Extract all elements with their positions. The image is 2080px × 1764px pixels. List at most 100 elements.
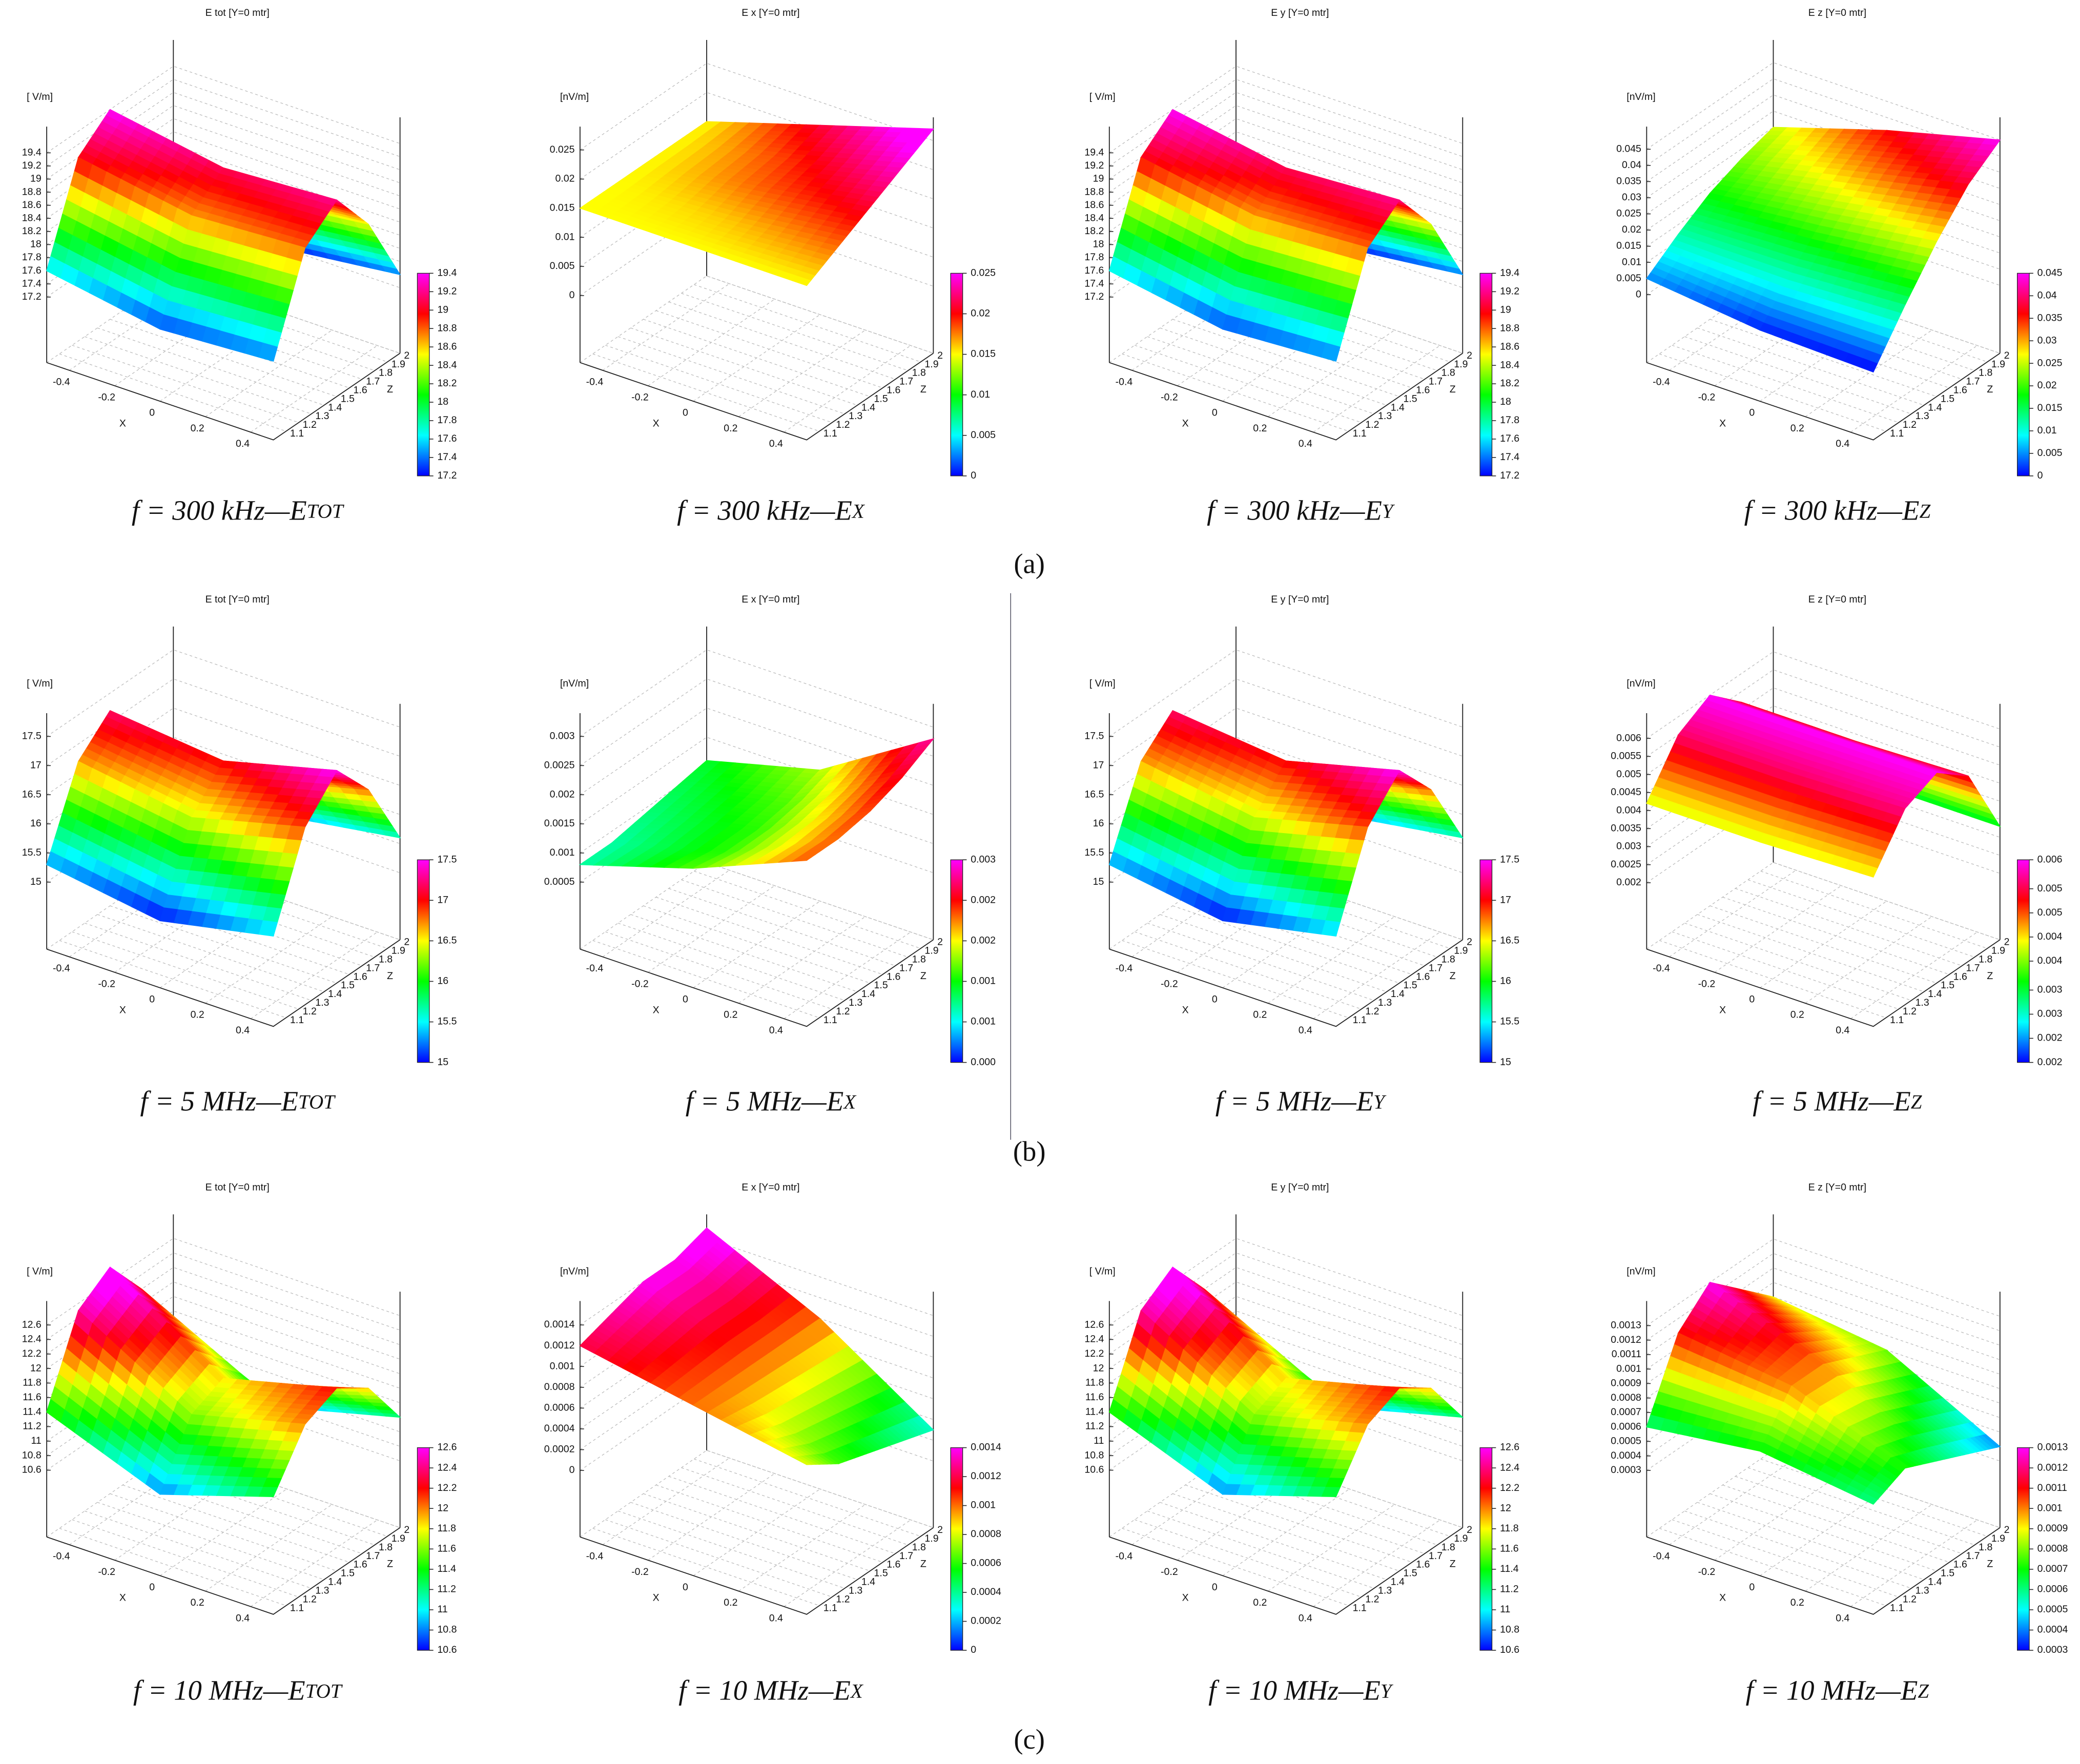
z-tick-label: 1.1 <box>290 1014 304 1026</box>
grid-line <box>1710 905 1937 984</box>
y-tick-label: 0.03 <box>1622 192 1641 203</box>
z-tick-label: 1.2 <box>1903 1006 1917 1017</box>
colorbar-tick-label: 18.8 <box>437 322 457 334</box>
z-tick-label: 1.7 <box>899 376 913 387</box>
y-tick-label: 0.0025 <box>544 759 575 771</box>
y-tick-label: 0.005 <box>1616 769 1641 780</box>
y-tick-label: 19.2 <box>1084 160 1104 171</box>
x-tick-label: 0.4 <box>769 438 783 449</box>
colorbar-tick-label: 0.006 <box>2037 854 2063 865</box>
colorbar-tick-label: 19.2 <box>437 285 457 297</box>
x-tick-label: -0.2 <box>98 392 115 403</box>
colorbar-tick-label: 19 <box>1500 304 1511 315</box>
colorbar-tick-label: 0 <box>2037 470 2043 481</box>
y-tick-label: 0.015 <box>1616 240 1641 252</box>
y-tick-label: 17.5 <box>22 731 42 742</box>
chart-title: E tot [Y=0 mtr] <box>205 7 270 18</box>
y-tick-label: 18.4 <box>22 212 42 223</box>
grid-line <box>706 275 934 354</box>
colorbar-tick-label: 0.015 <box>2037 402 2063 413</box>
y-tick-label: 0.0035 <box>1611 822 1641 834</box>
grid-line <box>46 649 400 737</box>
z-tick-label: 1.8 <box>1979 367 1992 379</box>
z-tick-label: 1.8 <box>912 367 926 379</box>
colorbar-tick-label: 19.4 <box>1500 267 1519 279</box>
z-tick-label: 1.2 <box>1365 419 1379 430</box>
grid-line <box>694 870 921 949</box>
colorbar-tick-label: 15 <box>437 1056 448 1068</box>
y-tick-label: 12 <box>30 1362 42 1374</box>
colorbar-tick-label: 17.5 <box>1500 854 1519 865</box>
z-tick-label: 1.8 <box>1441 367 1455 379</box>
caption-subscript: Z <box>1919 501 1931 523</box>
x-axis-label: X <box>653 1004 660 1015</box>
y-tick-label: 16.5 <box>22 788 42 800</box>
x-tick-label: -0.4 <box>53 963 70 974</box>
grid-line <box>605 931 832 1010</box>
grid-line <box>85 1510 312 1589</box>
grid-line <box>1147 923 1374 1001</box>
grid-line <box>1122 940 1349 1019</box>
x-tick-label: 0 <box>149 1582 155 1593</box>
grid-line <box>655 897 883 975</box>
grid-line <box>1672 931 1899 1010</box>
colorbar-tick-label: 0.003 <box>2037 984 2063 995</box>
colorbar-tick-label: 0.003 <box>971 854 996 865</box>
x-tick-label: -0.4 <box>1116 376 1133 387</box>
y-tick-label: 17.4 <box>22 278 42 289</box>
x-tick-label: 0.4 <box>1836 438 1849 449</box>
y-tick-label: 17.2 <box>1084 291 1104 302</box>
caption: f = 5 MHz—ETOT <box>140 1085 336 1116</box>
x-tick-label: 0 <box>149 407 155 419</box>
z-tick-label: 1.6 <box>887 384 900 396</box>
colorbar-tick-label: 15 <box>1500 1056 1511 1068</box>
x-tick-label: 0.2 <box>191 423 204 434</box>
z-tick-label: 2 <box>404 937 409 948</box>
box-edge <box>46 352 401 441</box>
y-tick-label: 12.4 <box>22 1334 42 1345</box>
caption: f = 300 kHz—EX <box>677 494 866 526</box>
colorbar-tick-label: 0.01 <box>971 389 990 400</box>
grid-line <box>1735 888 1962 966</box>
caption-subscript: Z <box>1911 1091 1923 1113</box>
y-tick-label: 12.2 <box>22 1348 42 1359</box>
colorbar-tick-label: 17.4 <box>1500 451 1519 463</box>
grid-line <box>630 327 858 406</box>
colorbar-tick-label: 18 <box>437 396 448 407</box>
unit-label: [ V/m] <box>27 1265 53 1277</box>
x-tick-label: 0.2 <box>1790 423 1804 434</box>
y-tick-label: 17 <box>30 759 42 771</box>
z-tick-label: 1.9 <box>1454 359 1468 370</box>
colorbar-tick-label: 0.005 <box>2037 883 2063 894</box>
caption-subscript: TOT <box>307 501 344 523</box>
z-tick-label: 1.4 <box>1928 402 1942 413</box>
colorbar-tick-label: 0.02 <box>2037 380 2057 391</box>
z-axis-label: Z <box>920 970 926 982</box>
caption-text: f = 300 kHz—E <box>1207 494 1382 526</box>
z-tick-label: 2 <box>937 350 943 361</box>
grid-line <box>1122 354 1349 432</box>
z-tick-label: 1.7 <box>366 962 380 973</box>
z-axis-label: Z <box>387 384 393 395</box>
z-tick-label: 1.3 <box>849 410 862 422</box>
y-tick-label: 0.015 <box>550 202 575 214</box>
y-tick-label: 17.8 <box>1084 252 1104 263</box>
y-tick-label: 0.0005 <box>544 876 575 887</box>
x-tick-label: -0.2 <box>631 392 649 403</box>
y-tick-label: 15 <box>1093 876 1104 887</box>
y-tick-label: 12.6 <box>22 1319 42 1330</box>
x-axis-label: X <box>119 1592 126 1604</box>
grid-line <box>110 319 337 397</box>
x-tick-label: -0.4 <box>586 963 604 974</box>
colorbar <box>1479 273 1493 476</box>
y-tick-label: 11.4 <box>23 1406 42 1417</box>
chart-title: E tot [Y=0 mtr] <box>205 1181 270 1193</box>
colorbar-tick-label: 0.005 <box>2037 447 2063 459</box>
y-tick-label: 16 <box>1093 818 1104 829</box>
colorbar-tick-label: 0.000 <box>971 1056 996 1068</box>
y-tick-label: 18.4 <box>1084 212 1104 223</box>
z-axis-label: Z <box>1987 970 1993 982</box>
box-back <box>1646 862 2001 950</box>
grid-line <box>72 931 299 1010</box>
